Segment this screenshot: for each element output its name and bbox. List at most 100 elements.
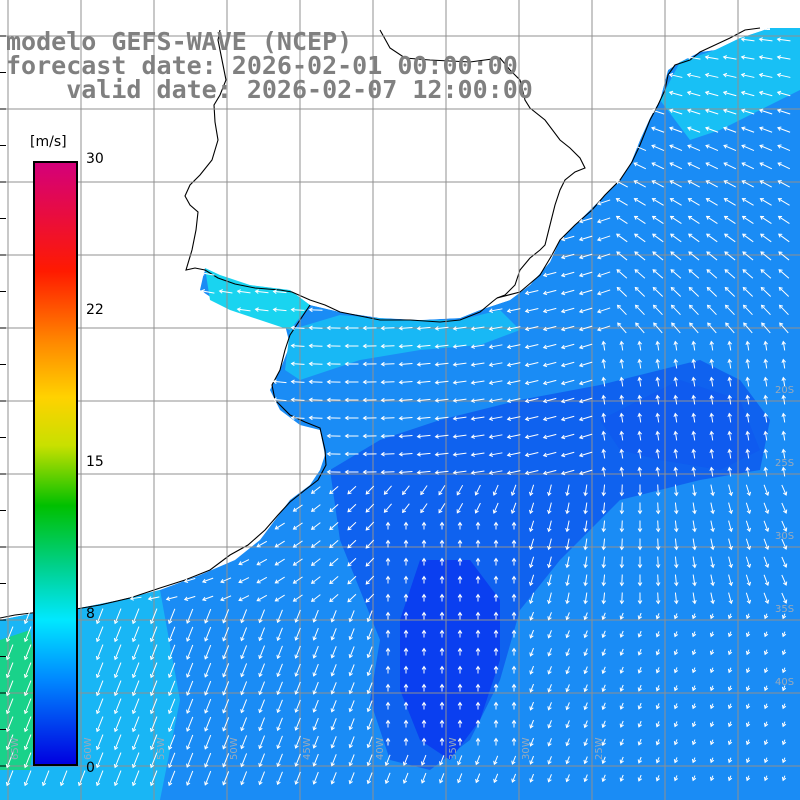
wind-arrow bbox=[344, 379, 359, 385]
wind-arrow bbox=[330, 736, 337, 749]
wind-arrow bbox=[745, 484, 752, 497]
wind-arrow bbox=[727, 466, 732, 477]
wind-arrow bbox=[330, 754, 337, 767]
wind-arrow bbox=[781, 484, 788, 496]
wind-arrow bbox=[724, 304, 735, 316]
wind-arrow bbox=[131, 644, 140, 661]
wind-arrow bbox=[95, 716, 104, 733]
wind-arrow bbox=[365, 593, 375, 603]
wind-arrow bbox=[439, 521, 445, 530]
wind-arrow bbox=[475, 521, 481, 530]
wind-arrow bbox=[272, 289, 287, 294]
wind-arrow bbox=[547, 666, 552, 675]
wind-arrow bbox=[347, 485, 357, 495]
wind-arrow bbox=[312, 771, 319, 785]
wind-arrow bbox=[256, 540, 268, 548]
wind-arrow bbox=[167, 608, 176, 625]
wind-arrow bbox=[601, 520, 607, 533]
wind-arrow bbox=[439, 701, 445, 710]
wind-arrow bbox=[727, 631, 733, 638]
wind-arrow bbox=[493, 629, 499, 638]
wind-arrow bbox=[276, 699, 283, 714]
wind-arrow bbox=[385, 557, 391, 566]
wind-arrow bbox=[113, 626, 122, 643]
wind-arrow bbox=[511, 773, 517, 783]
wind-arrow bbox=[655, 394, 660, 405]
wind-arrow bbox=[493, 539, 499, 548]
wind-arrow bbox=[745, 685, 751, 692]
wind-arrow bbox=[524, 398, 539, 404]
wind-arrow bbox=[457, 593, 463, 602]
wind-arrow bbox=[601, 448, 606, 459]
wind-arrow bbox=[776, 37, 791, 42]
wind-arrow bbox=[347, 503, 357, 513]
wind-arrow bbox=[583, 574, 588, 587]
wind-arrow bbox=[688, 269, 700, 279]
wind-arrow bbox=[23, 734, 32, 751]
wind-arrow bbox=[131, 698, 140, 715]
wind-arrow bbox=[619, 466, 624, 477]
wind-arrow bbox=[457, 629, 463, 638]
wind-arrow bbox=[131, 680, 140, 697]
wind-arrow bbox=[475, 773, 481, 784]
wind-arrow bbox=[633, 233, 646, 243]
wind-arrow bbox=[475, 683, 481, 692]
wind-arrow bbox=[439, 647, 445, 656]
wind-arrow bbox=[705, 126, 719, 133]
wind-arrow bbox=[722, 108, 737, 115]
wind-arrow bbox=[511, 647, 517, 656]
wind-arrow bbox=[745, 448, 750, 459]
wind-arrow bbox=[131, 608, 140, 625]
wind-arrow bbox=[347, 557, 357, 567]
wind-arrow bbox=[402, 503, 410, 514]
wind-arrow bbox=[578, 217, 593, 224]
wind-arrow bbox=[204, 752, 212, 768]
wind-arrow bbox=[583, 720, 588, 729]
wind-arrow bbox=[403, 593, 409, 602]
latitude-label: 25S bbox=[775, 458, 794, 469]
wind-arrow bbox=[529, 701, 535, 711]
wind-arrow bbox=[727, 775, 733, 782]
wind-arrow bbox=[348, 754, 355, 767]
wind-arrow bbox=[274, 576, 285, 584]
wind-arrow bbox=[655, 538, 661, 551]
wind-arrow bbox=[475, 557, 481, 566]
wind-arrow bbox=[673, 394, 678, 405]
wind-arrow bbox=[673, 376, 678, 387]
wind-arrow bbox=[398, 433, 413, 439]
wind-arrow bbox=[596, 199, 611, 206]
wind-arrow bbox=[781, 592, 788, 604]
wind-arrow bbox=[722, 55, 737, 60]
wind-arrow bbox=[542, 451, 557, 458]
wind-arrow bbox=[457, 701, 463, 710]
wind-arrow bbox=[727, 613, 733, 620]
wind-arrow bbox=[728, 556, 733, 569]
land-area bbox=[192, 28, 770, 320]
wind-arrow bbox=[655, 466, 660, 477]
wind-arrow bbox=[565, 720, 570, 729]
wind-arrow bbox=[578, 253, 593, 260]
wind-arrow bbox=[779, 322, 789, 334]
wind-arrow bbox=[634, 304, 645, 316]
wind-arrow bbox=[470, 452, 485, 457]
wind-arrow bbox=[524, 416, 539, 422]
wind-arrow bbox=[147, 596, 160, 601]
wind-arrow bbox=[438, 485, 446, 496]
longitude-label: 30W bbox=[521, 737, 532, 760]
wind-arrow bbox=[652, 304, 663, 316]
wind-arrow bbox=[131, 770, 140, 787]
wind-arrow bbox=[457, 539, 463, 548]
wind-arrow bbox=[709, 448, 714, 459]
wind-arrow bbox=[493, 773, 499, 784]
wind-arrow bbox=[362, 361, 377, 367]
wind-arrow bbox=[763, 340, 768, 351]
wind-arrow bbox=[222, 627, 230, 642]
wind-arrow bbox=[781, 721, 787, 728]
wind-arrow bbox=[547, 702, 552, 711]
wind-arrow bbox=[348, 718, 355, 731]
wind-arrow bbox=[759, 198, 772, 206]
wind-arrow bbox=[763, 574, 770, 587]
wind-arrow bbox=[565, 738, 570, 747]
wind-arrow bbox=[709, 757, 715, 764]
wind-arrow bbox=[781, 358, 786, 369]
